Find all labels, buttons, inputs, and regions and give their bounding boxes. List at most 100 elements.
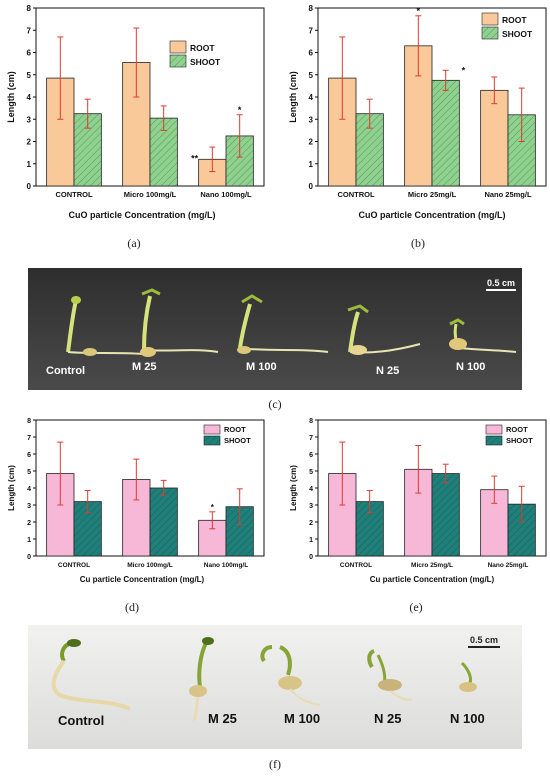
y-tick-label: 4 <box>309 486 313 493</box>
x-tick-label: Nano 25mg/L <box>488 562 529 569</box>
y-axis-label: Length (cm) <box>6 71 16 123</box>
seedling-n25 <box>367 649 413 701</box>
legend: ROOT SHOOT <box>169 40 221 68</box>
panel-label-f: (f) <box>269 757 281 771</box>
seedling-m100 <box>237 294 329 354</box>
significance-marker: ** <box>191 153 199 163</box>
scale-label: 0.5 cm <box>487 278 515 288</box>
bar-shoot-1 <box>431 79 460 187</box>
seedling-control <box>51 639 131 711</box>
legend-label-shoot: SHOOT <box>190 57 221 67</box>
y-tick-label: 6 <box>309 452 313 459</box>
photo-c-label-control: Control <box>46 365 85 377</box>
y-axis-label: Length (cm) <box>289 465 298 511</box>
legend-label-shoot: SHOOT <box>502 29 533 39</box>
panel-label-d: (d) <box>125 600 139 614</box>
legend-label-shoot: SHOOT <box>506 436 533 445</box>
chart-a: 0 1 2 3 4 5 6 7 8 Length (cm) CONTROL Micro 100mg/L… <box>6 4 265 220</box>
y-tick-label: 1 <box>27 537 31 544</box>
y-tick-label: 5 <box>309 71 314 80</box>
y-tick-label: 6 <box>309 49 314 58</box>
photo-f-label-control: Control <box>58 713 104 728</box>
seedling-control <box>66 296 144 356</box>
legend-label-root: ROOT <box>224 425 246 434</box>
photo-c-label-n25: N 25 <box>376 365 399 377</box>
chart-e: 0 1 2 3 4 5 6 7 8 Length (cm) CONTROL Micro 25mg/L N… <box>289 418 547 584</box>
legend-swatch-shoot <box>203 435 221 446</box>
photo-f-label-m100: M 100 <box>284 711 320 726</box>
panel-label-b: (b) <box>411 236 425 250</box>
legend: ROOT SHOOT <box>481 12 533 40</box>
seedling-photo-cu: 0.5 cm Control M 25 M 100 N 25 N 100 <box>28 625 522 749</box>
seedling-photo-cuo-image: 0.5 cm Control M 25 M 100 N 25 N 100 <box>28 268 522 390</box>
y-tick-label: 4 <box>27 486 31 493</box>
x-tick-label: Nano 100mg/L <box>200 190 252 199</box>
seedling-photo-cuo: 0.5 cm Control M 25 M 100 N 25 N 100 <box>28 268 522 390</box>
y-tick-label: 3 <box>309 115 314 124</box>
scale-label: 0.5 cm <box>470 635 498 645</box>
legend-label-root: ROOT <box>502 15 527 25</box>
legend-label-shoot: SHOOT <box>224 436 251 445</box>
legend-label-root: ROOT <box>190 43 215 53</box>
x-axis-label: Cu particle Concentration (mg/L) <box>80 575 205 584</box>
chart-d: 0 1 2 3 4 5 6 7 8 Length (cm) CONTROL Micro 100mg/L… <box>7 418 265 584</box>
y-tick-label: 5 <box>27 469 31 476</box>
significance-marker: * <box>211 503 215 512</box>
legend-label-root: ROOT <box>506 425 528 434</box>
seedling-n25 <box>347 304 421 355</box>
y-tick-label: 8 <box>309 4 314 13</box>
x-axis-label: Cu particle Concentration (mg/L) <box>370 575 495 584</box>
y-tick-label: 5 <box>309 469 313 476</box>
x-tick-label: Nano 100mg/L <box>204 562 248 569</box>
y-tick-label: 3 <box>27 115 32 124</box>
significance-marker: * <box>238 105 242 115</box>
y-axis-label: Length (cm) <box>7 465 16 511</box>
x-tick-label: Micro 100mg/L <box>124 190 177 199</box>
seedling-n100 <box>459 661 477 692</box>
y-tick-label: 8 <box>27 4 32 13</box>
panel-label-c: (c) <box>268 397 282 411</box>
y-tick-label: 0 <box>27 554 31 561</box>
x-tick-label: CONTROL <box>340 562 372 569</box>
x-tick-label: Micro 25mg/L <box>408 190 457 199</box>
seedling-photo-cu-image: 0.5 cm Control M 25 M 100 N 25 N 100 <box>28 625 522 749</box>
legend-swatch-shoot <box>169 54 187 68</box>
seedling-m25 <box>140 288 219 357</box>
panel-label-e: (e) <box>409 600 423 614</box>
legend-swatch-shoot <box>485 435 503 446</box>
y-tick-label: 1 <box>27 160 32 169</box>
y-axis-label: Length (cm) <box>288 71 298 123</box>
y-tick-label: 2 <box>27 520 31 527</box>
y-tick-label: 7 <box>27 26 32 35</box>
seedling-m25 <box>189 637 214 722</box>
y-tick-label: 3 <box>309 503 313 510</box>
y-tick-label: 7 <box>309 435 313 442</box>
y-tick-label: 0 <box>309 554 313 561</box>
legend: ROOT SHOOT <box>203 424 251 446</box>
y-tick-label: 1 <box>309 160 314 169</box>
y-tick-label: 1 <box>309 537 313 544</box>
legend-swatch-root <box>203 424 221 435</box>
chart-b: 0 1 2 3 4 5 6 7 8 Length (cm) CONTROL Micro 25mg/L N… <box>288 4 547 220</box>
seedling-m100 <box>260 645 321 706</box>
panel-label-a: (a) <box>127 236 141 250</box>
x-axis-label: CuO particle Concentration (mg/L) <box>68 210 215 220</box>
x-tick-label: Nano 25mg/L <box>484 190 532 199</box>
photo-c-label-m100: M 100 <box>246 361 277 373</box>
y-tick-label: 2 <box>309 138 314 147</box>
y-tick-label: 5 <box>27 71 32 80</box>
photo-f-label-n25: N 25 <box>374 711 401 726</box>
legend-swatch-shoot <box>481 26 499 40</box>
y-tick-label: 0 <box>27 182 32 191</box>
y-tick-label: 4 <box>27 93 32 102</box>
significance-marker: * <box>417 6 421 16</box>
y-tick-label: 7 <box>27 435 31 442</box>
photo-f-label-n100: N 100 <box>450 711 485 726</box>
bar-shoot-1 <box>431 473 460 557</box>
x-axis-label: CuO particle Concentration (mg/L) <box>358 210 505 220</box>
y-tick-label: 6 <box>27 49 32 58</box>
y-tick-label: 2 <box>27 138 32 147</box>
legend-swatch-root <box>481 12 499 26</box>
x-tick-label: Micro 100mg/L <box>127 562 173 569</box>
y-tick-label: 8 <box>309 418 313 425</box>
